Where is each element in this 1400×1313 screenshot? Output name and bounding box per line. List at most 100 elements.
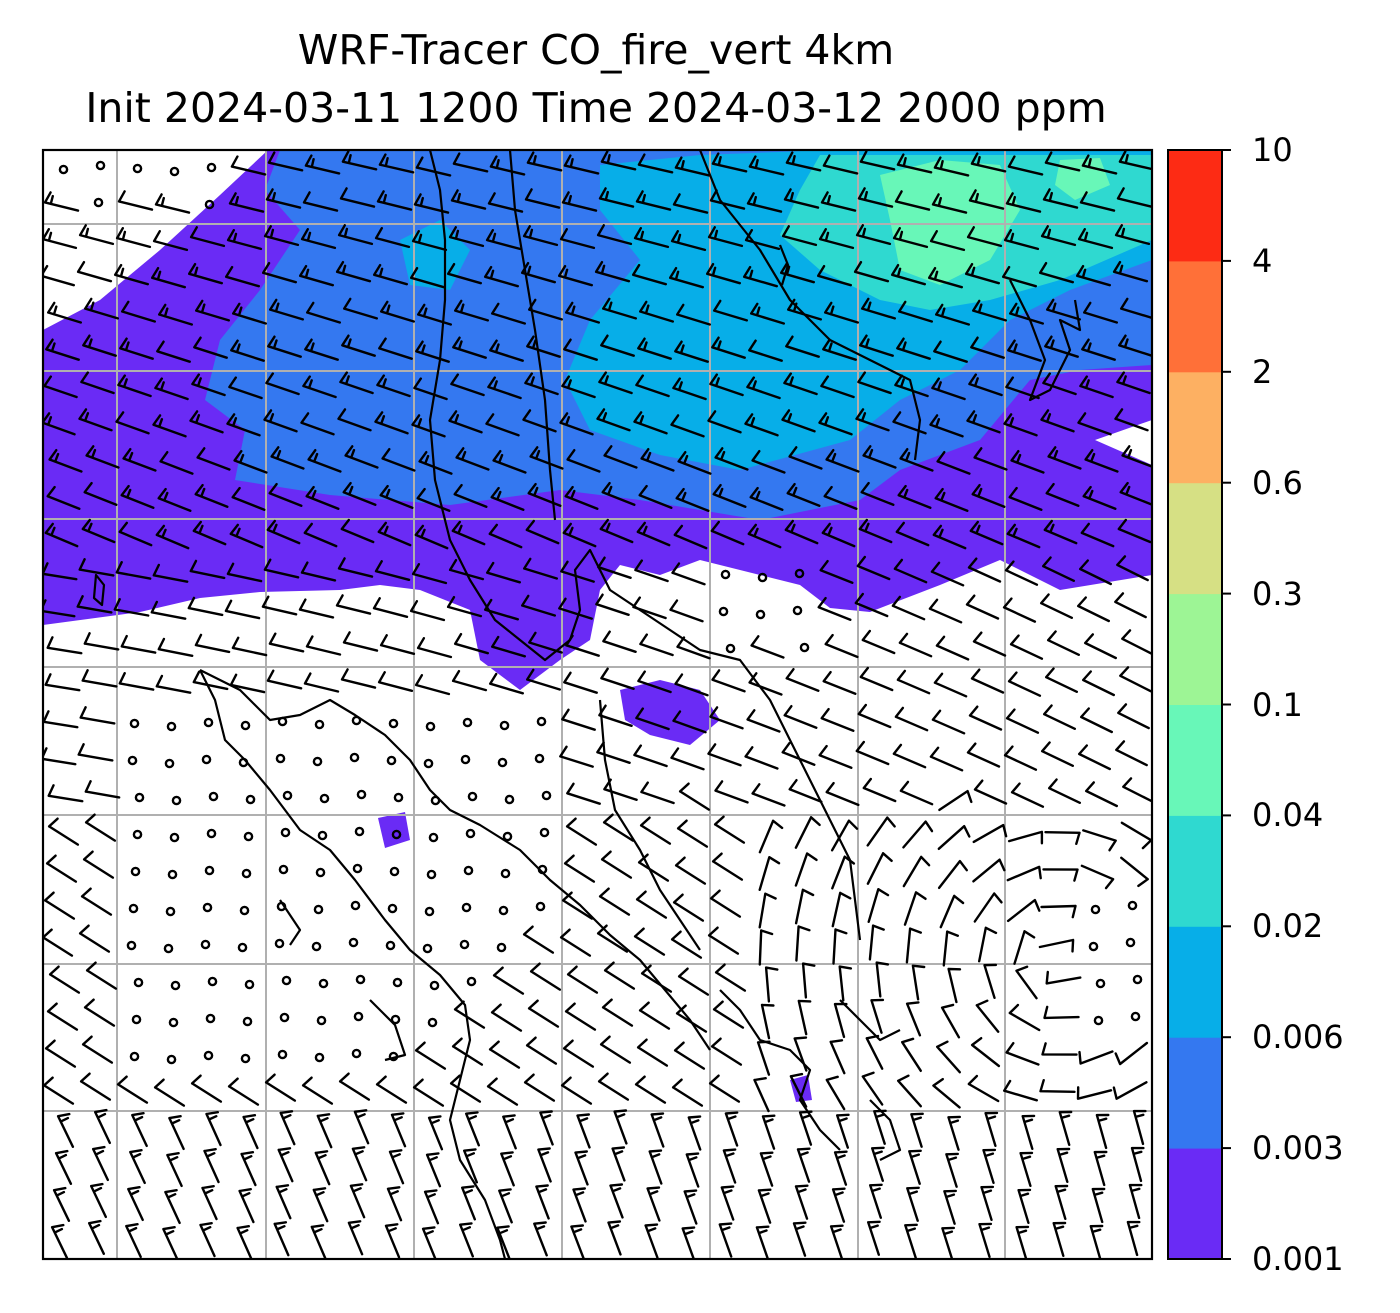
- wind-barb: [193, 336, 228, 359]
- wind-barb: [47, 301, 82, 324]
- wind-barb: [710, 520, 745, 546]
- wind-barb: [496, 1225, 511, 1259]
- wind-barb: [634, 559, 669, 583]
- wind-barb: [523, 1073, 556, 1102]
- wind-barb: [746, 709, 781, 733]
- wind-barb: [637, 670, 672, 694]
- wind-barb: [277, 1147, 294, 1183]
- wind-barb: [561, 375, 596, 399]
- wind-barb: [1045, 482, 1080, 507]
- calm-wind-marker: [314, 719, 325, 730]
- wind-barb: [43, 928, 74, 957]
- wind-barb: [607, 1220, 622, 1256]
- wind-barb: [674, 340, 709, 363]
- wind-barb: [561, 708, 596, 731]
- wind-barb: [522, 925, 555, 954]
- wind-barb: [758, 929, 774, 966]
- wind-barb: [1043, 704, 1076, 730]
- wind-barb: [201, 1185, 218, 1221]
- wind-barb: [566, 782, 601, 805]
- wind-barb: [1044, 151, 1081, 172]
- calm-wind-marker: [206, 828, 217, 839]
- wind-barb: [781, 742, 816, 766]
- wind-barb: [1122, 777, 1152, 803]
- wind-barb: [670, 230, 707, 252]
- wind-barb: [1003, 1079, 1038, 1102]
- wind-barb: [224, 599, 261, 620]
- wind-barb: [1126, 1220, 1141, 1257]
- wind-barb: [1116, 555, 1149, 582]
- wind-barb: [685, 1152, 700, 1188]
- calm-wind-marker: [315, 867, 326, 878]
- wind-barb: [527, 482, 562, 507]
- wind-barb: [115, 411, 150, 435]
- wind-barb: [859, 334, 894, 357]
- wind-barb: [559, 745, 594, 768]
- wind-barb: [932, 524, 967, 550]
- wind-barb: [838, 965, 853, 1002]
- wind-barb: [818, 228, 855, 250]
- wind-barb: [910, 1112, 924, 1148]
- wind-barb: [275, 1184, 292, 1220]
- calm-wind-marker: [242, 1016, 253, 1027]
- calm-wind-marker: [389, 866, 400, 877]
- wind-barb: [378, 337, 413, 360]
- wind-barb: [935, 635, 970, 661]
- wind-barb: [380, 300, 415, 323]
- calm-wind-marker: [201, 754, 212, 765]
- wind-barb: [377, 521, 412, 547]
- wind-barb: [77, 743, 114, 762]
- wind-barb: [92, 1145, 109, 1182]
- wind-barb: [756, 1040, 771, 1076]
- wind-barb: [125, 1223, 142, 1259]
- calm-wind-marker: [423, 758, 434, 769]
- wind-barb: [88, 1219, 105, 1255]
- wind-barb: [905, 927, 922, 964]
- wind-barb: [76, 595, 113, 614]
- wind-barb: [633, 744, 668, 768]
- wind-barb: [857, 187, 894, 208]
- calm-wind-marker: [281, 975, 292, 986]
- wind-barb: [157, 487, 192, 512]
- wind-barb: [602, 630, 637, 653]
- wind-barb: [298, 598, 335, 619]
- wind-barb: [524, 372, 559, 396]
- wind-barb: [931, 377, 966, 401]
- calm-wind-marker: [720, 569, 731, 580]
- wind-barb: [120, 484, 155, 509]
- wind-barb: [1078, 744, 1111, 771]
- wind-barb: [310, 1224, 327, 1259]
- wind-barb: [746, 192, 783, 213]
- wind-barb: [635, 374, 670, 398]
- wind-barb: [600, 850, 633, 879]
- wind-barb: [970, 336, 1005, 359]
- wind-barb: [563, 854, 596, 883]
- calm-wind-marker: [467, 791, 478, 802]
- colorbar-tick-label: 0.1: [1252, 685, 1303, 724]
- wind-barb: [748, 339, 783, 362]
- wind-barb: [489, 339, 524, 362]
- wind-barb: [817, 264, 852, 287]
- calm-wind-marker: [169, 166, 180, 177]
- wind-barb: [711, 336, 746, 359]
- wind-barb: [825, 449, 860, 473]
- wind-barb: [122, 448, 157, 472]
- wind-barb: [865, 1034, 884, 1070]
- calm-wind-marker: [278, 864, 289, 875]
- wind-barb: [601, 481, 636, 506]
- wind-barb: [117, 190, 154, 211]
- wind-barb: [896, 669, 931, 695]
- wind-barb: [194, 483, 229, 508]
- wind-barb: [603, 778, 638, 801]
- wind-barb: [1120, 856, 1149, 888]
- wind-barb: [708, 1074, 741, 1103]
- calm-wind-marker: [170, 980, 181, 991]
- wind-barb: [633, 227, 670, 249]
- wind-barb: [748, 155, 785, 176]
- wind-barb: [192, 670, 229, 691]
- wind-barb: [1007, 339, 1042, 362]
- wind-barb: [707, 410, 742, 434]
- calm-wind-marker: [318, 978, 329, 989]
- wind-barb: [524, 188, 561, 209]
- wind-barb: [1002, 265, 1037, 288]
